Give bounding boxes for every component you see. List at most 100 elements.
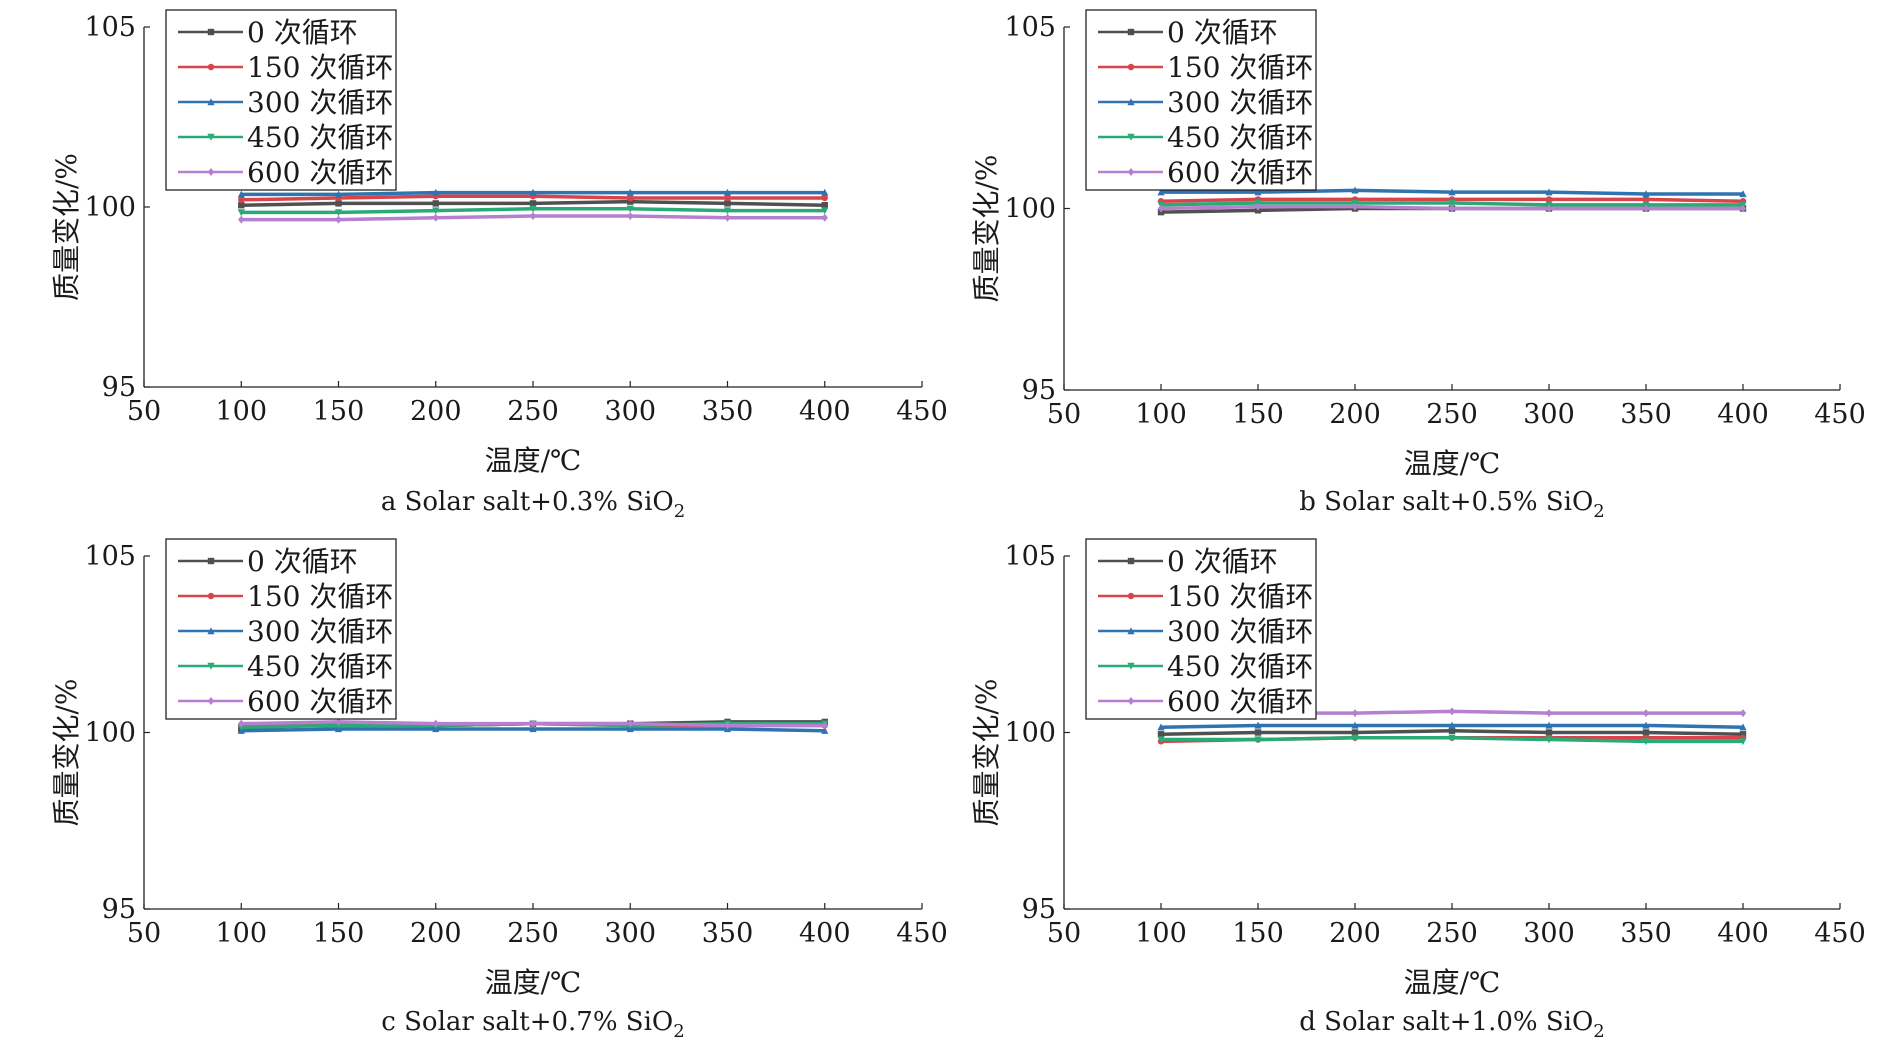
x-axis-label: 温度/℃ <box>1404 447 1501 480</box>
caption-subscript: 2 <box>1593 1021 1604 1042</box>
x-tick-label: 450 <box>896 918 948 949</box>
data-point <box>1254 188 1262 196</box>
data-point <box>529 205 537 213</box>
y-tick-label: 95 <box>1022 375 1056 406</box>
x-tick-label: 250 <box>507 918 559 949</box>
data-point <box>1351 186 1359 194</box>
x-tick-label: 200 <box>410 396 462 427</box>
legend-box <box>165 538 397 720</box>
data-point <box>1642 721 1650 729</box>
x-tick-label: 350 <box>1620 918 1672 949</box>
data-point <box>627 719 634 728</box>
caption-text: Solar salt+1.0% SiO <box>1324 1007 1593 1037</box>
legend-entry: 150 次循环 <box>247 580 393 613</box>
data-point <box>821 188 829 196</box>
caption-subscript: 2 <box>673 1021 684 1042</box>
data-point <box>821 213 828 222</box>
legend-marker <box>1127 28 1135 36</box>
y-axis-label: 质量变化/% <box>50 153 83 301</box>
series-0 <box>1157 727 1747 738</box>
legend-marker <box>1127 627 1135 635</box>
x-tick-label: 100 <box>1135 918 1187 949</box>
x-tick-label: 250 <box>1426 399 1478 430</box>
series-2 <box>1157 721 1747 731</box>
x-tick-label: 250 <box>507 396 559 427</box>
legend-marker <box>207 627 215 635</box>
legend-marker <box>1127 557 1135 565</box>
legend-marker <box>207 697 215 705</box>
data-point <box>238 719 245 728</box>
data-point <box>1642 204 1650 213</box>
y-tick-label: 105 <box>1004 541 1056 572</box>
y-tick-label: 100 <box>84 718 136 749</box>
series-3 <box>1157 734 1747 746</box>
data-point <box>1642 738 1650 746</box>
caption-subscript: 2 <box>674 501 685 522</box>
x-tick-label: 400 <box>799 396 851 427</box>
data-point <box>432 188 440 196</box>
data-point <box>1254 721 1262 729</box>
x-tick-label: 350 <box>702 396 754 427</box>
data-point <box>529 719 537 728</box>
x-tick-label: 50 <box>1047 399 1081 430</box>
legend-entry: 0 次循环 <box>1167 16 1278 49</box>
legend-box <box>165 9 397 191</box>
x-tick-label: 300 <box>604 918 656 949</box>
x-tick-label: 50 <box>127 396 161 427</box>
data-point <box>335 215 342 224</box>
x-tick-label: 300 <box>1523 399 1575 430</box>
y-axis-label: 质量变化/% <box>970 678 1003 826</box>
legend-entry: 0 次循环 <box>247 545 358 578</box>
legend-entry: 300 次循环 <box>247 86 393 119</box>
series-3 <box>237 205 829 217</box>
data-point <box>334 190 343 198</box>
caption-letter: c <box>381 1007 404 1037</box>
x-tick-label: 450 <box>896 396 948 427</box>
chart-panel-b: 50 100 150 200 250 300 350 400 450 95 100 105 温度/℃ 质量… <box>970 9 1866 522</box>
legend-entry: 300 次循环 <box>1167 615 1313 648</box>
legend-entry: 150 次循环 <box>247 51 393 84</box>
y-tick-label: 95 <box>1022 894 1056 925</box>
data-point <box>627 212 634 220</box>
series-1 <box>238 193 828 203</box>
x-tick-label: 200 <box>410 918 462 949</box>
data-point <box>1642 196 1650 203</box>
legend-marker <box>1127 98 1135 106</box>
x-tick-label: 300 <box>604 396 656 427</box>
data-point <box>724 721 731 730</box>
data-point <box>821 726 829 734</box>
legend-marker <box>207 133 215 141</box>
data-point <box>1448 707 1456 716</box>
x-tick-label: 450 <box>1814 918 1866 949</box>
data-point <box>238 196 245 203</box>
legend-entry: 300 次循环 <box>247 615 393 648</box>
x-tick-label: 450 <box>1814 399 1866 430</box>
data-point <box>1448 199 1456 207</box>
data-point <box>723 188 732 196</box>
series-2 <box>237 188 829 198</box>
data-point <box>627 194 634 202</box>
y-tick-label: 105 <box>84 541 136 572</box>
x-tick-label: 400 <box>799 918 851 949</box>
data-point <box>1448 727 1456 734</box>
x-tick-label: 400 <box>1717 918 1769 949</box>
legend-entry: 0 次循环 <box>247 16 358 49</box>
data-point <box>334 209 343 217</box>
x-tick-label: 150 <box>1232 399 1284 430</box>
data-point <box>821 207 829 215</box>
data-point <box>1545 729 1553 736</box>
legend-marker <box>207 592 215 600</box>
caption-text: Solar salt+0.7% SiO <box>404 1007 673 1037</box>
caption-letter: a <box>381 487 405 517</box>
data-point <box>1351 721 1359 729</box>
data-point <box>1545 721 1553 729</box>
legend-entry: 300 次循环 <box>1167 86 1313 119</box>
legend-entry: 600 次循环 <box>1167 156 1313 189</box>
data-point <box>1351 202 1359 211</box>
data-point <box>238 202 245 209</box>
legend-marker <box>207 168 215 176</box>
series-4 <box>238 212 828 224</box>
panel-caption: c Solar salt+0.7% SiO2 <box>381 1007 684 1042</box>
y-tick-label: 100 <box>84 192 136 223</box>
